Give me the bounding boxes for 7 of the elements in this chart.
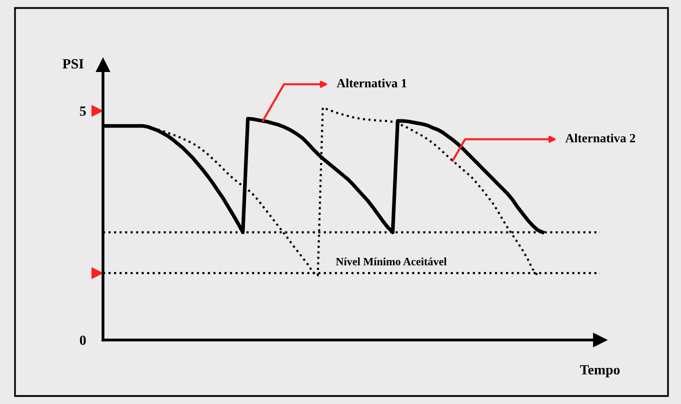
y-tick-label: 5 xyxy=(80,106,86,116)
text: Alternativa 1 xyxy=(336,78,406,88)
y-axis-title: PSI xyxy=(62,59,84,68)
ref-line-label: Nível Mínimo Aceitável xyxy=(336,257,447,266)
text: Alternativa 2 xyxy=(565,134,636,142)
y-tick-label: 0 xyxy=(80,336,86,345)
x-axis-title: Tempo xyxy=(580,365,620,378)
